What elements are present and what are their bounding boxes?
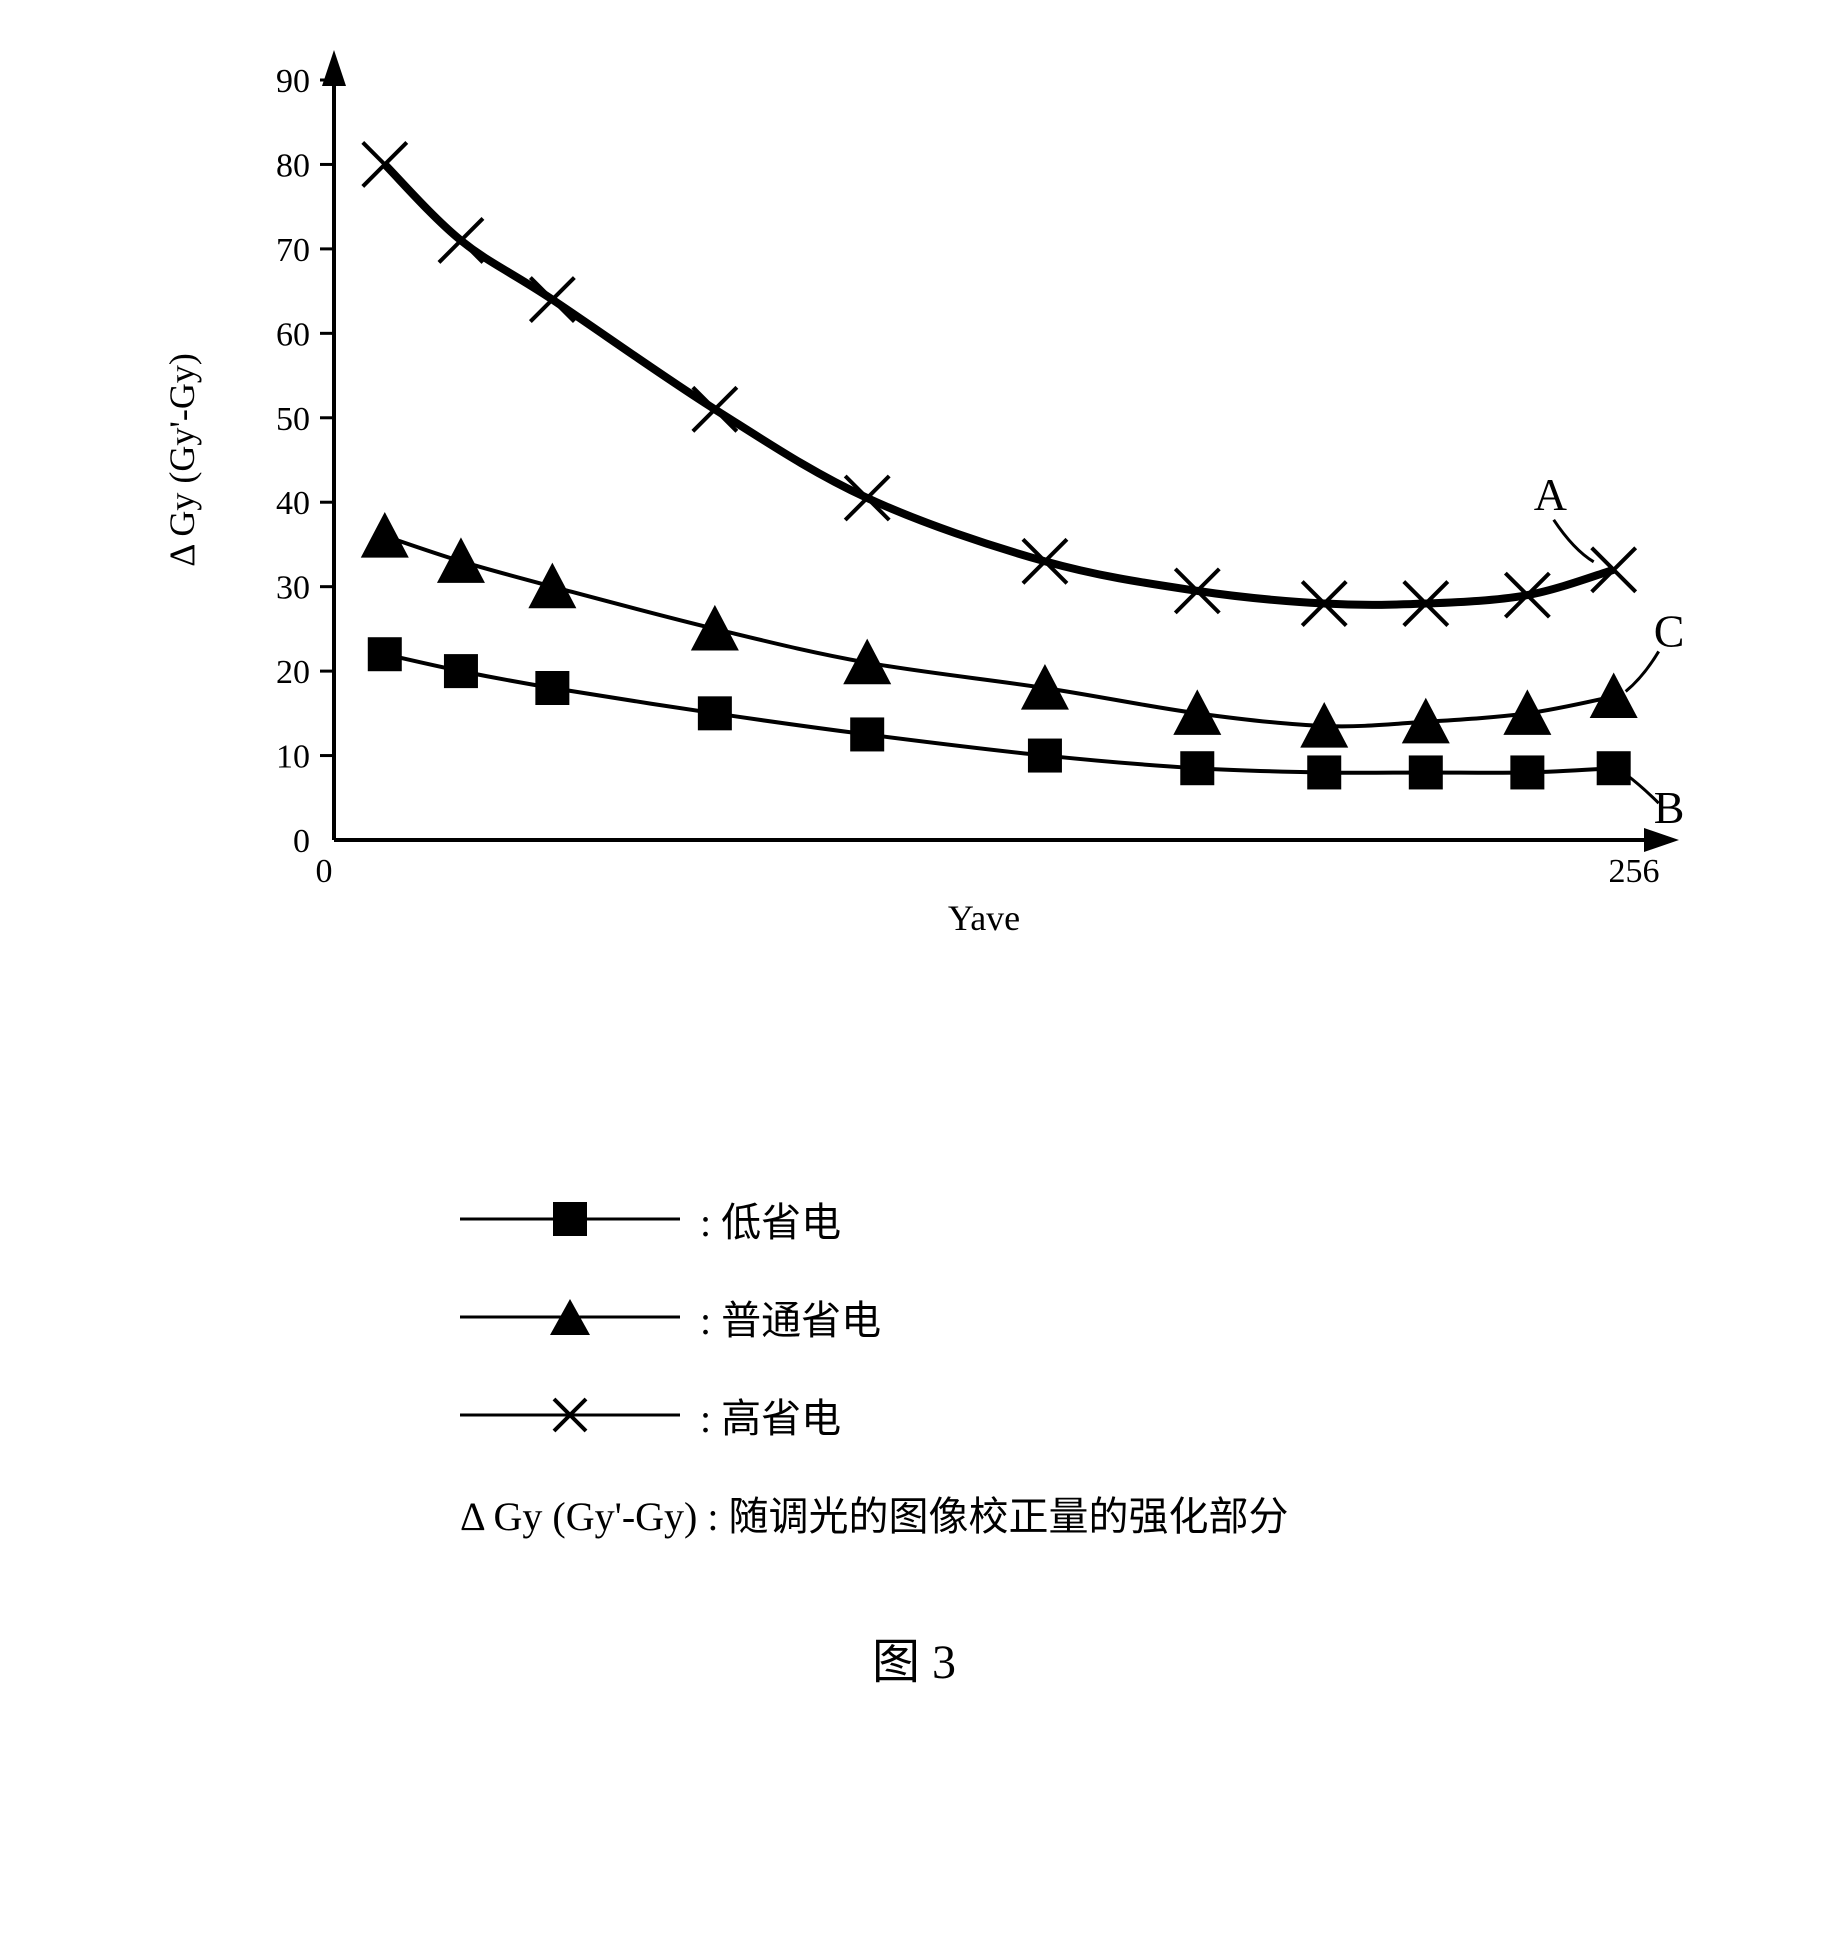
figure-container: 0 10 20 30 40 50 60 70 80 90 0 256 Yave Δ Gy (Gy'-Gy)… [40,40,1788,1692]
svg-text:50: 50 [276,401,310,438]
figure-caption: 图 3 [40,1622,1788,1692]
svg-text:Yave: Yave [948,898,1020,938]
triangle-marker-icon [550,1299,590,1335]
svg-text:0: 0 [316,853,333,890]
chart-svg: 0 10 20 30 40 50 60 70 80 90 0 256 Yave Δ Gy (Gy'-Gy)… [40,40,1788,990]
square-marker-icon [553,1202,587,1236]
legend-symbol-normal [460,1292,680,1342]
chart-area: 0 10 20 30 40 50 60 70 80 90 0 256 Yave Δ Gy (Gy'-Gy)… [40,40,1788,990]
svg-text:30: 30 [276,570,310,607]
svg-text:B: B [1654,782,1685,833]
legend-label-high: : 高省电 [700,1386,841,1444]
svg-text:20: 20 [276,654,310,691]
legend-label-low: : 低省电 [700,1190,841,1248]
svg-text:80: 80 [276,147,310,184]
svg-text:90: 90 [276,63,310,100]
svg-text:256: 256 [1609,853,1660,890]
legend-area: : 低省电 : 普通省电 : 高省电 [40,1190,1788,1444]
svg-text:A: A [1534,469,1567,520]
legend-row-low: : 低省电 [460,1190,1788,1248]
legend-row-normal: : 普通省电 [460,1288,1788,1346]
svg-text:Δ Gy (Gy'-Gy): Δ Gy (Gy'-Gy) [162,353,202,567]
legend-row-high: : 高省电 [460,1386,1788,1444]
note-text: Δ Gy (Gy'-Gy) : 随调光的图像校正量的强化部分 [40,1484,1788,1542]
svg-text:C: C [1654,605,1685,656]
legend-symbol-high [460,1390,680,1440]
svg-text:40: 40 [276,485,310,522]
legend-symbol-low [460,1194,680,1244]
svg-text:0: 0 [293,823,310,860]
svg-text:60: 60 [276,316,310,353]
svg-text:70: 70 [276,232,310,269]
svg-text:10: 10 [276,739,310,776]
x-marker-icon [550,1395,590,1435]
legend-label-normal: : 普通省电 [700,1288,881,1346]
